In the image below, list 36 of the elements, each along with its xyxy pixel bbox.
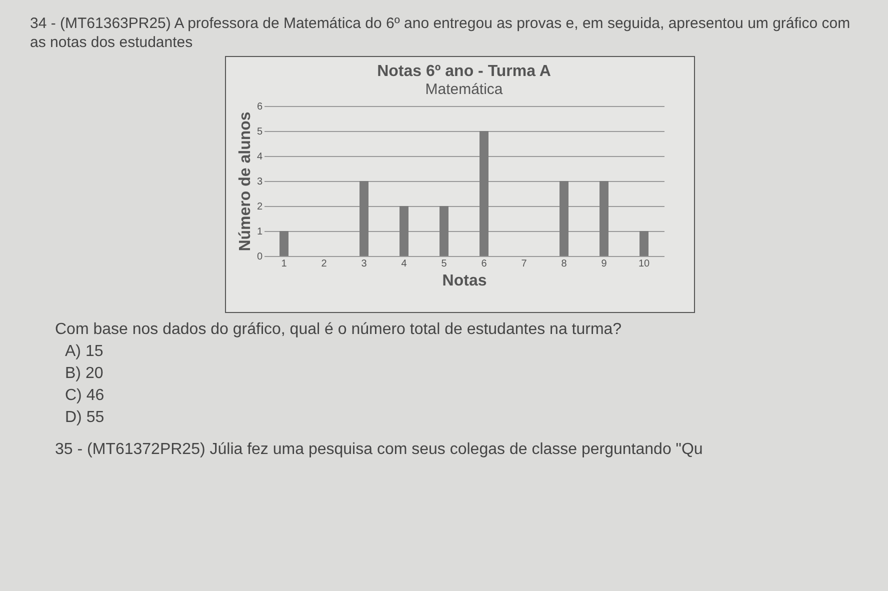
y-tick-label: 6 (256, 102, 263, 112)
chart-title: Notas 6º ano - Turma A (377, 63, 552, 80)
x-tick-label: 7 (521, 258, 528, 270)
x-tick-label: 1 (281, 258, 288, 270)
text: Com base nos dados do gráfico, qual é o número total de estudantes na turma? (55, 320, 623, 340)
x-tick-label: 10 (638, 258, 650, 270)
y-tick-label: 5 (256, 126, 263, 138)
text: A) 15 (64, 342, 104, 362)
x-axis-title: Notas (442, 272, 487, 290)
text: 34 - (MT61363PR25) A professora de Matemática do 6º ano entregou as provas e, em seguida, apresentou um gráfico com as notas dos estudantes (30, 14, 852, 52)
x-tick-label: 5 (441, 258, 448, 270)
y-tick-label: 0 (256, 252, 263, 262)
text: B) 20 (64, 364, 104, 384)
bar (600, 181, 608, 256)
bar (400, 206, 408, 256)
x-tick-label: 4 (401, 258, 408, 270)
text: D) 55 (64, 408, 106, 428)
y-tick-label: 3 (256, 176, 263, 188)
x-tick-label: 2 (321, 258, 328, 270)
text: C) 46 (64, 386, 106, 406)
bar (440, 206, 448, 256)
x-tick-label: 9 (601, 258, 608, 270)
text: 35 - (MT61372PR25) Júlia fez uma pesquisa com seus colegas de classe perguntando "Qu (55, 440, 704, 460)
x-tick-label: 3 (361, 258, 368, 270)
bar (360, 181, 368, 256)
bar (560, 181, 568, 256)
bar (640, 231, 648, 256)
x-tick-label: 6 (481, 258, 488, 270)
y-tick-label: 1 (256, 226, 263, 238)
y-tick-label: 4 (256, 152, 263, 162)
x-tick-label: 8 (561, 258, 568, 270)
bar (280, 231, 288, 256)
y-tick-label: 2 (256, 202, 263, 212)
bar (480, 131, 488, 256)
chart-subtitle: Matemática (425, 81, 504, 98)
y-axis-title: Número de alunos (236, 112, 254, 252)
